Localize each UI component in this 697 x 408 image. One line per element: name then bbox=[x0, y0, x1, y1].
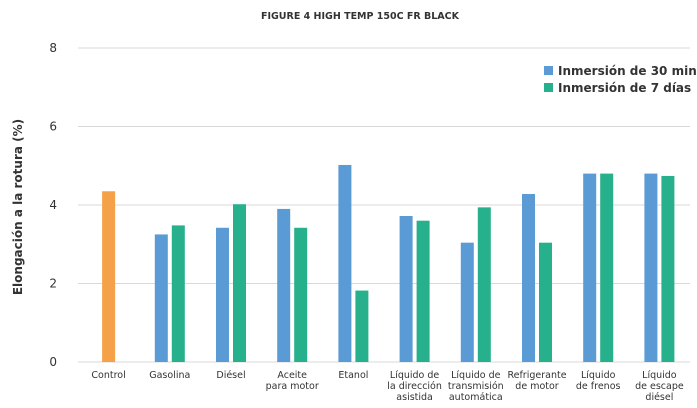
x-tick-label: Líquido de transmisión automática bbox=[448, 370, 504, 403]
bar-series-1 bbox=[460, 242, 474, 362]
x-tick-label-line: Etanol bbox=[338, 370, 368, 381]
x-tick-label-line: Líquido bbox=[581, 370, 616, 381]
bar-series-2 bbox=[477, 207, 491, 362]
bar-series-1 bbox=[644, 173, 658, 362]
bars bbox=[102, 164, 675, 362]
x-tick-label-line: Líquido de bbox=[451, 370, 501, 381]
x-tick-label-line: Líquido bbox=[642, 370, 677, 381]
bar-series-2 bbox=[294, 227, 308, 362]
x-tick-label-line: de frenos bbox=[576, 381, 621, 392]
x-tick-label: Gasolina bbox=[149, 370, 190, 381]
y-tick-label: 4 bbox=[49, 198, 57, 212]
x-tick-label-line: Gasolina bbox=[149, 370, 190, 381]
x-tick-label-line: de motor bbox=[515, 381, 558, 392]
bar-series-2 bbox=[416, 220, 430, 362]
x-tick-label-line: Control bbox=[91, 370, 125, 381]
bar-series-2 bbox=[233, 204, 246, 362]
y-tick-labels: 0 2 4 6 8 bbox=[49, 41, 57, 369]
x-tick-label-line: Refrigerante bbox=[507, 370, 566, 381]
x-tick-label: Control bbox=[91, 370, 125, 381]
x-tick-label-line: de escape bbox=[635, 381, 684, 392]
y-tick-label: 6 bbox=[49, 120, 57, 134]
y-tick-label: 2 bbox=[49, 277, 57, 291]
legend-swatch bbox=[544, 83, 553, 92]
x-tick-label: Refrigerante de motor bbox=[507, 370, 566, 392]
bar-series-1 bbox=[154, 234, 168, 362]
x-tick-label: Líquido de escape diésel bbox=[635, 370, 684, 403]
x-tick-label-line: Aceite bbox=[277, 370, 307, 381]
bar-series-2 bbox=[661, 175, 675, 362]
x-tick-label: Diésel bbox=[216, 370, 245, 381]
x-tick-label: Líquido de frenos bbox=[576, 370, 621, 392]
x-tick-label-line: Líquido de bbox=[390, 370, 440, 381]
x-tick-label: Aceite para motor bbox=[266, 370, 319, 392]
y-tick-label: 8 bbox=[49, 41, 57, 55]
x-tick-label-line: transmisión bbox=[448, 381, 504, 392]
x-tick-label-line: asistida bbox=[396, 392, 433, 403]
x-tick-label-line: automática bbox=[449, 392, 503, 403]
x-tick-label-line: diésel bbox=[645, 392, 673, 403]
legend: Inmersión de 30 min Inmersión de 7 días bbox=[544, 64, 697, 95]
legend-swatch bbox=[544, 66, 553, 75]
bar-series-2 bbox=[600, 173, 614, 362]
x-tick-label: Líquido de la dirección asistida bbox=[387, 370, 442, 403]
x-tick-labels: Control Gasolina Diésel Aceite para motor Eta… bbox=[91, 370, 683, 403]
bar-series-1 bbox=[583, 173, 597, 362]
bar-series-2 bbox=[355, 290, 369, 362]
x-tick-label-line: Diésel bbox=[216, 370, 245, 381]
legend-label: Inmersión de 30 min bbox=[558, 64, 697, 78]
bar-series-2 bbox=[171, 225, 185, 362]
bar-control bbox=[102, 191, 116, 362]
chart-title: FIGURE 4 HIGH TEMP 150C FR BLACK bbox=[261, 11, 460, 22]
bar-series-1 bbox=[277, 208, 291, 362]
y-axis-label: Elongación a la rotura (%) bbox=[11, 119, 25, 295]
gridlines bbox=[78, 47, 690, 363]
bar-series-1 bbox=[399, 215, 413, 362]
x-tick-label: Etanol bbox=[338, 370, 368, 381]
y-tick-label: 0 bbox=[49, 355, 57, 369]
bar-series-1 bbox=[522, 194, 535, 362]
x-tick-label-line: la dirección bbox=[387, 381, 442, 392]
bar-series-1 bbox=[338, 164, 352, 362]
bar-series-1 bbox=[216, 227, 229, 362]
legend-label: Inmersión de 7 días bbox=[558, 81, 691, 95]
bar-series-2 bbox=[539, 242, 552, 362]
x-tick-label-line: para motor bbox=[266, 381, 319, 392]
